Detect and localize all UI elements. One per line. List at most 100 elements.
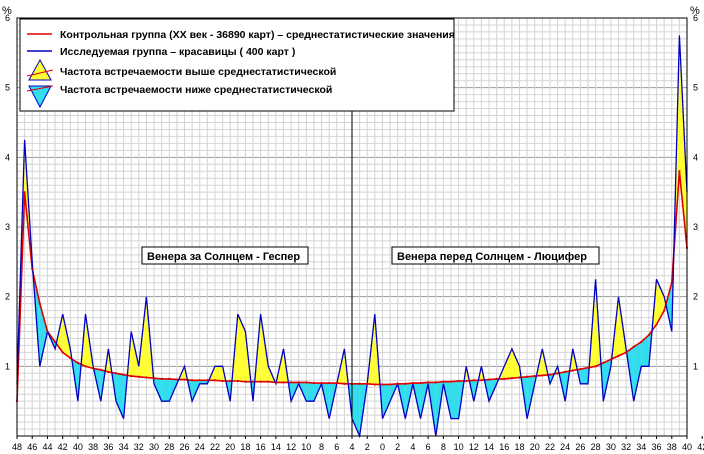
y-tick-label-left: 1 [5,361,10,371]
annotation-gesper: Венера за Солнцем - Геспер [141,246,309,265]
point-control [411,381,415,385]
point-control [556,372,559,375]
legend-label-study: Исследуемая группа – красавицы ( 400 кар… [60,46,295,58]
legend-swatch-above [28,58,52,81]
x-tick-label: 22 [210,442,220,452]
point-control [312,381,316,385]
point-control [69,356,72,360]
y-tick-label-right: 4 [693,152,698,162]
x-tick-label: 18 [514,442,524,452]
x-tick-label: 20 [225,442,235,452]
annotation-gesper-box [141,246,309,265]
x-tick-label: 2 [365,442,370,452]
fill-above [504,348,512,379]
point-control [624,351,628,354]
x-tick-label: 48 [12,442,22,452]
x-tick-label: 22 [545,442,555,452]
point-control [404,382,407,385]
point-control [503,377,506,380]
point-control [305,381,308,384]
point-control [53,340,57,344]
point-control [472,379,475,382]
point-control [518,376,521,379]
point-control [434,381,437,384]
point-control [152,377,156,380]
x-tick-label: 24 [560,442,570,452]
point-control [480,379,483,382]
point-control [244,380,247,383]
x-tick-label: 40 [73,442,83,452]
point-control [602,361,605,364]
y-tick-label-right: 1 [693,361,698,371]
point-control [564,370,567,374]
x-tick-label: 16 [499,442,509,452]
point-control [175,378,178,381]
y-tick-label-left: 2 [5,292,10,302]
fill-below [451,381,459,419]
annotation-lucifer-box [391,246,600,265]
point-control [328,381,331,385]
x-tick-label: 6 [426,442,431,452]
point-control [229,379,232,383]
point-control [206,379,209,382]
point-control [419,381,422,385]
fill-below [352,383,360,436]
point-control [373,383,376,386]
fill-above [237,314,246,382]
y-tick-label-right: 5 [693,83,698,93]
x-tick-label: 10 [301,442,311,452]
axes: 1 12 23 34 45 56 648 46 44 42 40 38 36 34 32 30 28 26 24 22… [5,13,704,452]
point-control [396,382,399,385]
x-tick-label: 44 [42,442,52,452]
fill-above [511,348,520,379]
point-control [617,354,620,357]
x-tick-label: 42 [697,442,704,452]
x-tick-label: 16 [256,442,266,452]
x-tick-label: 2 [395,442,400,452]
point-control [236,379,239,383]
x-tick-label: 12 [286,442,296,452]
x-tick-label: 36 [652,442,662,452]
point-control [609,358,612,361]
point-control [99,368,102,371]
point-control [114,372,118,375]
x-tick-label: 42 [58,442,68,452]
fill-below [633,341,642,402]
x-tick-label: 32 [621,442,631,452]
x-tick-label: 30 [606,442,616,452]
x-tick-label: 4 [349,442,354,452]
point-control [251,380,255,383]
point-control [366,382,369,385]
x-tick-label: 38 [667,442,677,452]
x-tick-label: 46 [27,442,37,452]
x-tick-label: 20 [530,442,540,452]
point-control [465,379,468,383]
point-control [335,381,338,385]
x-tick-label: 6 [334,442,339,452]
x-tick-label: 24 [195,442,205,452]
x-tick-label: 8 [319,442,324,452]
x-tick-label: 14 [271,442,281,452]
point-control [191,379,194,382]
x-tick-label: 8 [441,442,446,452]
fill-below [641,335,649,367]
legend-box [19,18,455,112]
point-control [122,373,125,376]
x-tick-label: 34 [636,442,646,452]
x-tick-label: 18 [240,442,250,452]
point-control [647,333,651,337]
fill-below [39,303,48,367]
point-control [670,281,673,284]
y-tick-label-right: 3 [693,222,698,232]
point-control [46,330,49,333]
point-control [358,382,361,385]
legend-label-above: Частота встречаемости выше среднестатист… [60,66,336,78]
fill-below [306,382,314,402]
point-control [381,383,384,386]
x-tick-label: 26 [179,442,189,452]
x-tick-label: 28 [591,442,601,452]
x-tick-label: 14 [484,442,494,452]
x-tick-label: 10 [454,442,464,452]
x-tick-label: 40 [682,442,692,452]
point-control [38,302,41,305]
